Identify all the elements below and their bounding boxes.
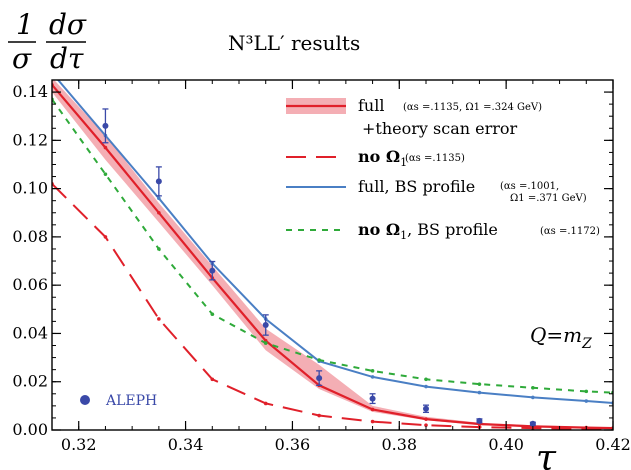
series-bs-profile-line-node: [424, 384, 428, 389]
aleph-data-point: [423, 405, 429, 412]
y-tick-label: 0.04: [12, 323, 48, 342]
x-tick-label: 0.32: [61, 435, 97, 454]
series-bs-profile-line-node: [370, 375, 375, 379]
aleph-legend-label: ALEPH: [105, 393, 157, 409]
y-label-num: 1: [16, 8, 34, 41]
legend-no-omega-bs-detail: (αs =.1172): [540, 226, 600, 237]
aleph-data-point: [476, 417, 483, 424]
annotation-q-mz: Q=mZ: [530, 323, 592, 352]
series-no-omega-bs-profile-line-node: [103, 172, 108, 176]
legend-bs-profile-label: full, BS profile: [358, 177, 475, 196]
y-label-den: σ: [12, 42, 32, 75]
band-layer: [52, 80, 613, 429]
series-no-omega-bs-profile-line-node: [317, 358, 321, 362]
aleph-data-point: [102, 122, 109, 129]
legend-bs-profile-detail: (αs =.1001,: [500, 181, 559, 192]
y-tick-label: 0.10: [12, 179, 48, 198]
series-bs-profile-line-node: [531, 395, 535, 400]
x-tick-label: 0.34: [168, 435, 204, 454]
y-tick-label: 0.08: [12, 227, 48, 246]
series-no-omega-line-node: [157, 317, 161, 321]
annotation-sub: Z: [581, 336, 592, 352]
x-axis-label: τ: [536, 438, 557, 470]
y-label-dden: dτ: [50, 42, 84, 75]
aleph-legend-marker: [80, 395, 90, 405]
aleph-data-point: [155, 178, 162, 185]
legend-full-label: full: [358, 96, 384, 115]
series-no-omega-line: [52, 183, 613, 430]
series-no-omega-bs-profile-line: [52, 98, 613, 394]
plot-frame: [51, 79, 614, 431]
legend-no-omega-bs-label: no Ω1, BS profile: [358, 220, 498, 242]
series-no-omega-bs-profile-line-node: [584, 389, 589, 394]
aleph-data-point: [316, 375, 323, 382]
aleph-data-point: [262, 322, 269, 328]
legend-no-omega-bs-label-after: , BS profile: [407, 220, 498, 239]
series-no-omega-bs-profile-line-node: [210, 312, 215, 316]
series-bs-profile-line-node: [477, 390, 482, 395]
series-no-omega-bs-profile-line-node: [157, 247, 161, 251]
legend-no-omega-label-main: no Ω: [358, 147, 400, 166]
series-bs-profile-line-node: [584, 399, 589, 403]
legend-bs-profile-detail2: Ω1 =.371 GeV): [510, 193, 587, 204]
legend-full-detail: (αs =.1135, Ω1 =.324 GeV): [403, 102, 542, 113]
legend-no-omega-bs-label-sub: 1: [400, 229, 407, 242]
series-full-line-node: [157, 210, 161, 215]
series-full-line-node: [370, 407, 375, 412]
series-full-error-band: [52, 80, 613, 429]
series-no-omega-bs-profile-line-node: [477, 382, 482, 386]
x-tick-label: 0.36: [275, 435, 311, 454]
series-no-omega-bs-profile-line-node: [370, 369, 375, 373]
series-no-omega-line-node: [263, 401, 268, 406]
series-no-omega-line-node: [424, 423, 428, 427]
legend-no-omega-detail: (αs =.1135): [405, 153, 465, 164]
legend: full (αs =.1135, Ω1 =.324 GeV) +theory sca…: [286, 96, 600, 242]
series-no-omega-bs-profile-line-node: [263, 341, 268, 345]
y-label-dnum: dσ: [49, 8, 87, 41]
y-tick-label: 0.12: [12, 130, 48, 149]
legend-no-omega-label: no Ω1: [358, 147, 407, 169]
series-no-omega-line-node: [370, 419, 375, 424]
series-no-omega-bs-profile-line-node: [424, 377, 428, 382]
series-full-line-node: [424, 417, 428, 421]
y-tick-label: 0.14: [12, 82, 48, 101]
series-no-omega-line-node: [210, 377, 215, 382]
y-tick-label: 0.00: [12, 420, 48, 439]
x-tick-label: 0.42: [595, 435, 631, 454]
series-no-omega-line-node: [103, 235, 108, 239]
legend-full-extra: +theory scan error: [362, 119, 518, 138]
y-tick-label: 0.06: [12, 275, 48, 294]
points-layer: [102, 108, 536, 427]
x-tick-label: 0.40: [488, 435, 524, 454]
series-bs-profile-line: [56, 80, 613, 404]
series-no-omega-bs-profile-line-node: [531, 385, 535, 390]
y-axis-label: 1 σ dσ dτ: [8, 8, 87, 75]
aleph-data-point: [209, 267, 216, 274]
chart-title: N³LL′ results: [228, 31, 360, 55]
y-tick-label: 0.02: [12, 372, 48, 391]
legend-no-omega-bs-label-main: no Ω: [358, 220, 400, 239]
annotation-main: Q=m: [530, 323, 582, 347]
aleph-data-point: [529, 420, 536, 427]
aleph-data-point: [369, 395, 376, 402]
series-no-omega-line-node: [317, 413, 321, 418]
x-tick-label: 0.38: [381, 435, 417, 454]
series-full-line-node: [103, 145, 108, 150]
legend-no-omega-label-sub: 1: [400, 156, 407, 169]
series-full-line: [52, 84, 613, 430]
series-bs-profile-line-node: [157, 196, 161, 201]
axis-layer: 0.32 0.34 0.36 0.38 0.40 0.42 0.00 0.02 0.04 0.06…: [12, 79, 631, 454]
